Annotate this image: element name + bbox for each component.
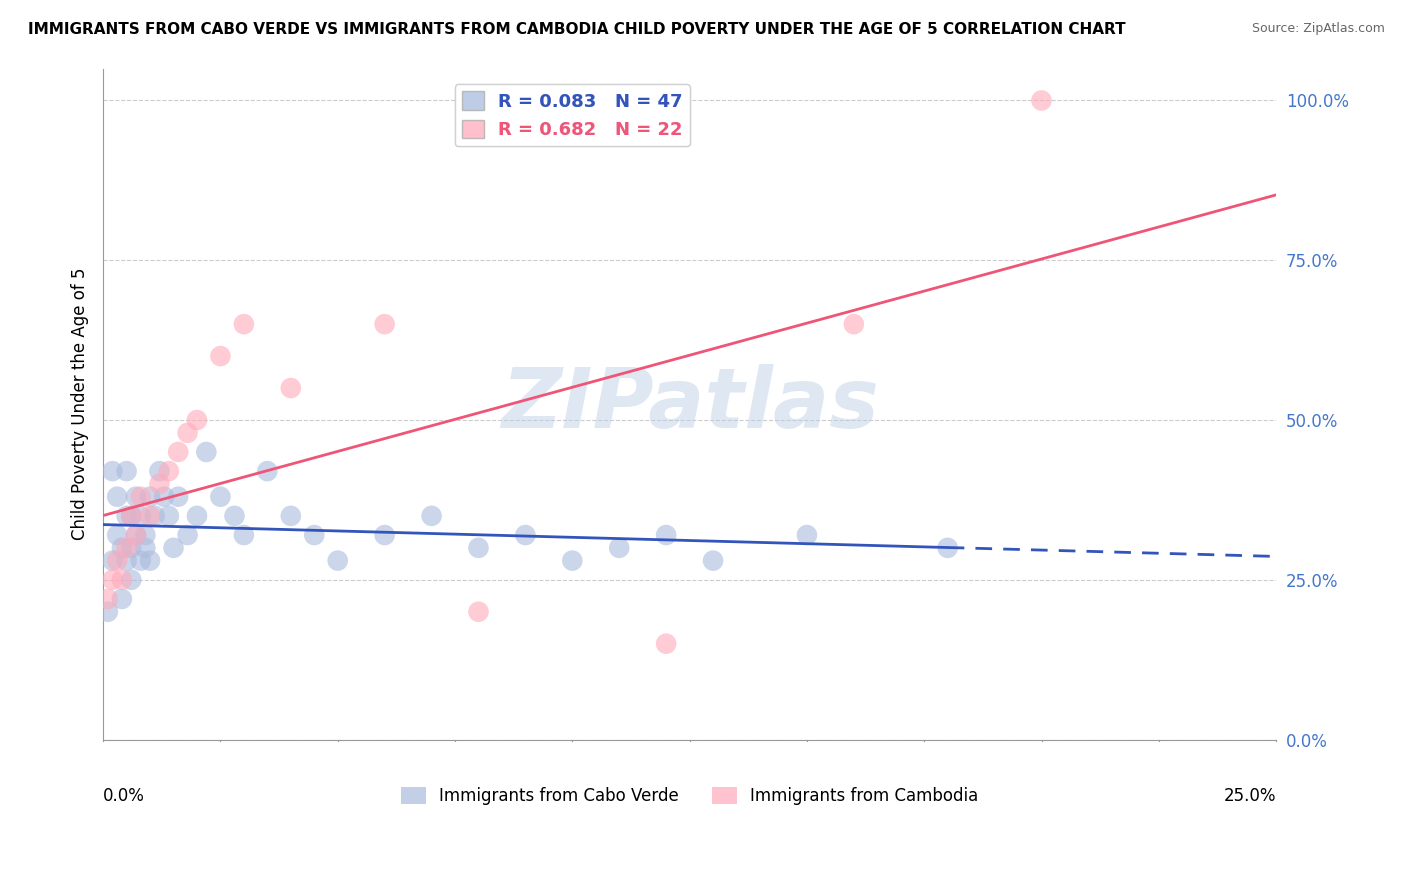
Point xyxy=(186,413,208,427)
Text: ZIPatlas: ZIPatlas xyxy=(501,364,879,444)
Point xyxy=(115,541,138,555)
Point xyxy=(467,605,489,619)
Point xyxy=(420,508,443,523)
Point xyxy=(115,553,138,567)
Point xyxy=(280,508,302,523)
Point xyxy=(148,477,170,491)
Point xyxy=(120,508,142,523)
Point xyxy=(129,553,152,567)
Point xyxy=(655,528,678,542)
Text: 25.0%: 25.0% xyxy=(1223,787,1277,805)
Point xyxy=(209,490,232,504)
Point xyxy=(607,541,630,555)
Point xyxy=(162,541,184,555)
Point xyxy=(101,464,124,478)
Point xyxy=(374,317,396,331)
Point xyxy=(115,508,138,523)
Text: 0.0%: 0.0% xyxy=(103,787,145,805)
Point xyxy=(304,528,326,542)
Point xyxy=(256,464,278,478)
Point xyxy=(111,591,134,606)
Point xyxy=(120,508,142,523)
Point xyxy=(105,490,128,504)
Point xyxy=(105,553,128,567)
Point xyxy=(115,464,138,478)
Point xyxy=(143,508,166,523)
Point xyxy=(101,553,124,567)
Y-axis label: Child Poverty Under the Age of 5: Child Poverty Under the Age of 5 xyxy=(72,268,89,541)
Point xyxy=(139,490,162,504)
Point xyxy=(139,553,162,567)
Point xyxy=(936,541,959,555)
Legend: R = 0.083   N = 47, R = 0.682   N = 22: R = 0.083 N = 47, R = 0.682 N = 22 xyxy=(454,84,690,146)
Point xyxy=(167,490,190,504)
Point xyxy=(157,464,180,478)
Point xyxy=(157,508,180,523)
Point xyxy=(101,573,124,587)
Point xyxy=(374,528,396,542)
Point xyxy=(139,508,162,523)
Point xyxy=(561,553,583,567)
Point xyxy=(125,528,148,542)
Point xyxy=(842,317,865,331)
Point xyxy=(120,573,142,587)
Point xyxy=(515,528,537,542)
Point xyxy=(97,605,120,619)
Point xyxy=(148,464,170,478)
Point xyxy=(232,317,254,331)
Point xyxy=(105,528,128,542)
Point xyxy=(129,490,152,504)
Point xyxy=(125,528,148,542)
Point xyxy=(111,573,134,587)
Point xyxy=(280,381,302,395)
Point xyxy=(232,528,254,542)
Text: Source: ZipAtlas.com: Source: ZipAtlas.com xyxy=(1251,22,1385,36)
Point xyxy=(195,445,218,459)
Point xyxy=(134,541,156,555)
Point xyxy=(176,528,198,542)
Point xyxy=(167,445,190,459)
Point xyxy=(186,508,208,523)
Point xyxy=(111,541,134,555)
Point xyxy=(224,508,246,523)
Point xyxy=(153,490,176,504)
Point xyxy=(655,637,678,651)
Text: IMMIGRANTS FROM CABO VERDE VS IMMIGRANTS FROM CAMBODIA CHILD POVERTY UNDER THE A: IMMIGRANTS FROM CABO VERDE VS IMMIGRANTS… xyxy=(28,22,1126,37)
Point xyxy=(796,528,818,542)
Point xyxy=(120,541,142,555)
Point xyxy=(129,508,152,523)
Point xyxy=(97,591,120,606)
Point xyxy=(125,490,148,504)
Point xyxy=(702,553,724,567)
Point xyxy=(176,425,198,440)
Point xyxy=(1031,94,1053,108)
Point xyxy=(467,541,489,555)
Point xyxy=(209,349,232,363)
Point xyxy=(134,528,156,542)
Point xyxy=(326,553,349,567)
